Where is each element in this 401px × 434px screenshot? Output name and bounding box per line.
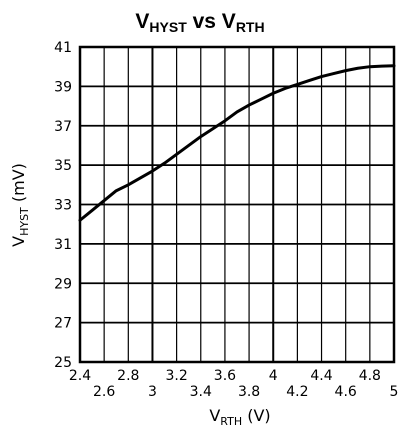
y-tick-label: 35 xyxy=(54,158,72,174)
x-tick-label-upper: 3.2 xyxy=(165,368,187,384)
y-axis-label: VHYST (mV) xyxy=(9,163,31,247)
x-tick-label-upper: 3.6 xyxy=(214,368,236,384)
y-tick-label: 29 xyxy=(54,276,72,292)
x-tick-label-lower: 2.6 xyxy=(93,384,115,400)
y-tick-label: 41 xyxy=(54,40,72,56)
x-tick-label-upper: 2.8 xyxy=(117,368,139,384)
x-tick-label-upper: 2.4 xyxy=(69,368,91,384)
chart-title: VHYST vs VRTH xyxy=(135,10,264,35)
x-tick-label-lower: 3 xyxy=(148,384,157,400)
x-tick-label-lower: 3.8 xyxy=(238,384,260,400)
y-tick-label: 37 xyxy=(54,119,72,135)
x-axis-label: VRTH (V) xyxy=(209,406,270,428)
x-tick-label-lower: 5 xyxy=(390,384,399,400)
y-tick-label: 31 xyxy=(54,237,72,253)
y-tick-label: 25 xyxy=(54,355,72,371)
plot-frame xyxy=(78,45,396,364)
y-tick-label: 39 xyxy=(54,79,72,95)
x-tick-label-lower: 4.2 xyxy=(286,384,308,400)
grid xyxy=(79,46,395,363)
x-tick-label-upper: 4.8 xyxy=(359,368,381,384)
x-tick-label-upper: 4 xyxy=(269,368,278,384)
x-tick-label-lower: 3.4 xyxy=(190,384,212,400)
series-line xyxy=(78,64,396,222)
x-tick-label-lower: 4.6 xyxy=(335,384,357,400)
y-tick-label: 27 xyxy=(54,316,72,332)
y-tick-label: 33 xyxy=(54,198,72,214)
x-tick-label-upper: 4.4 xyxy=(310,368,332,384)
